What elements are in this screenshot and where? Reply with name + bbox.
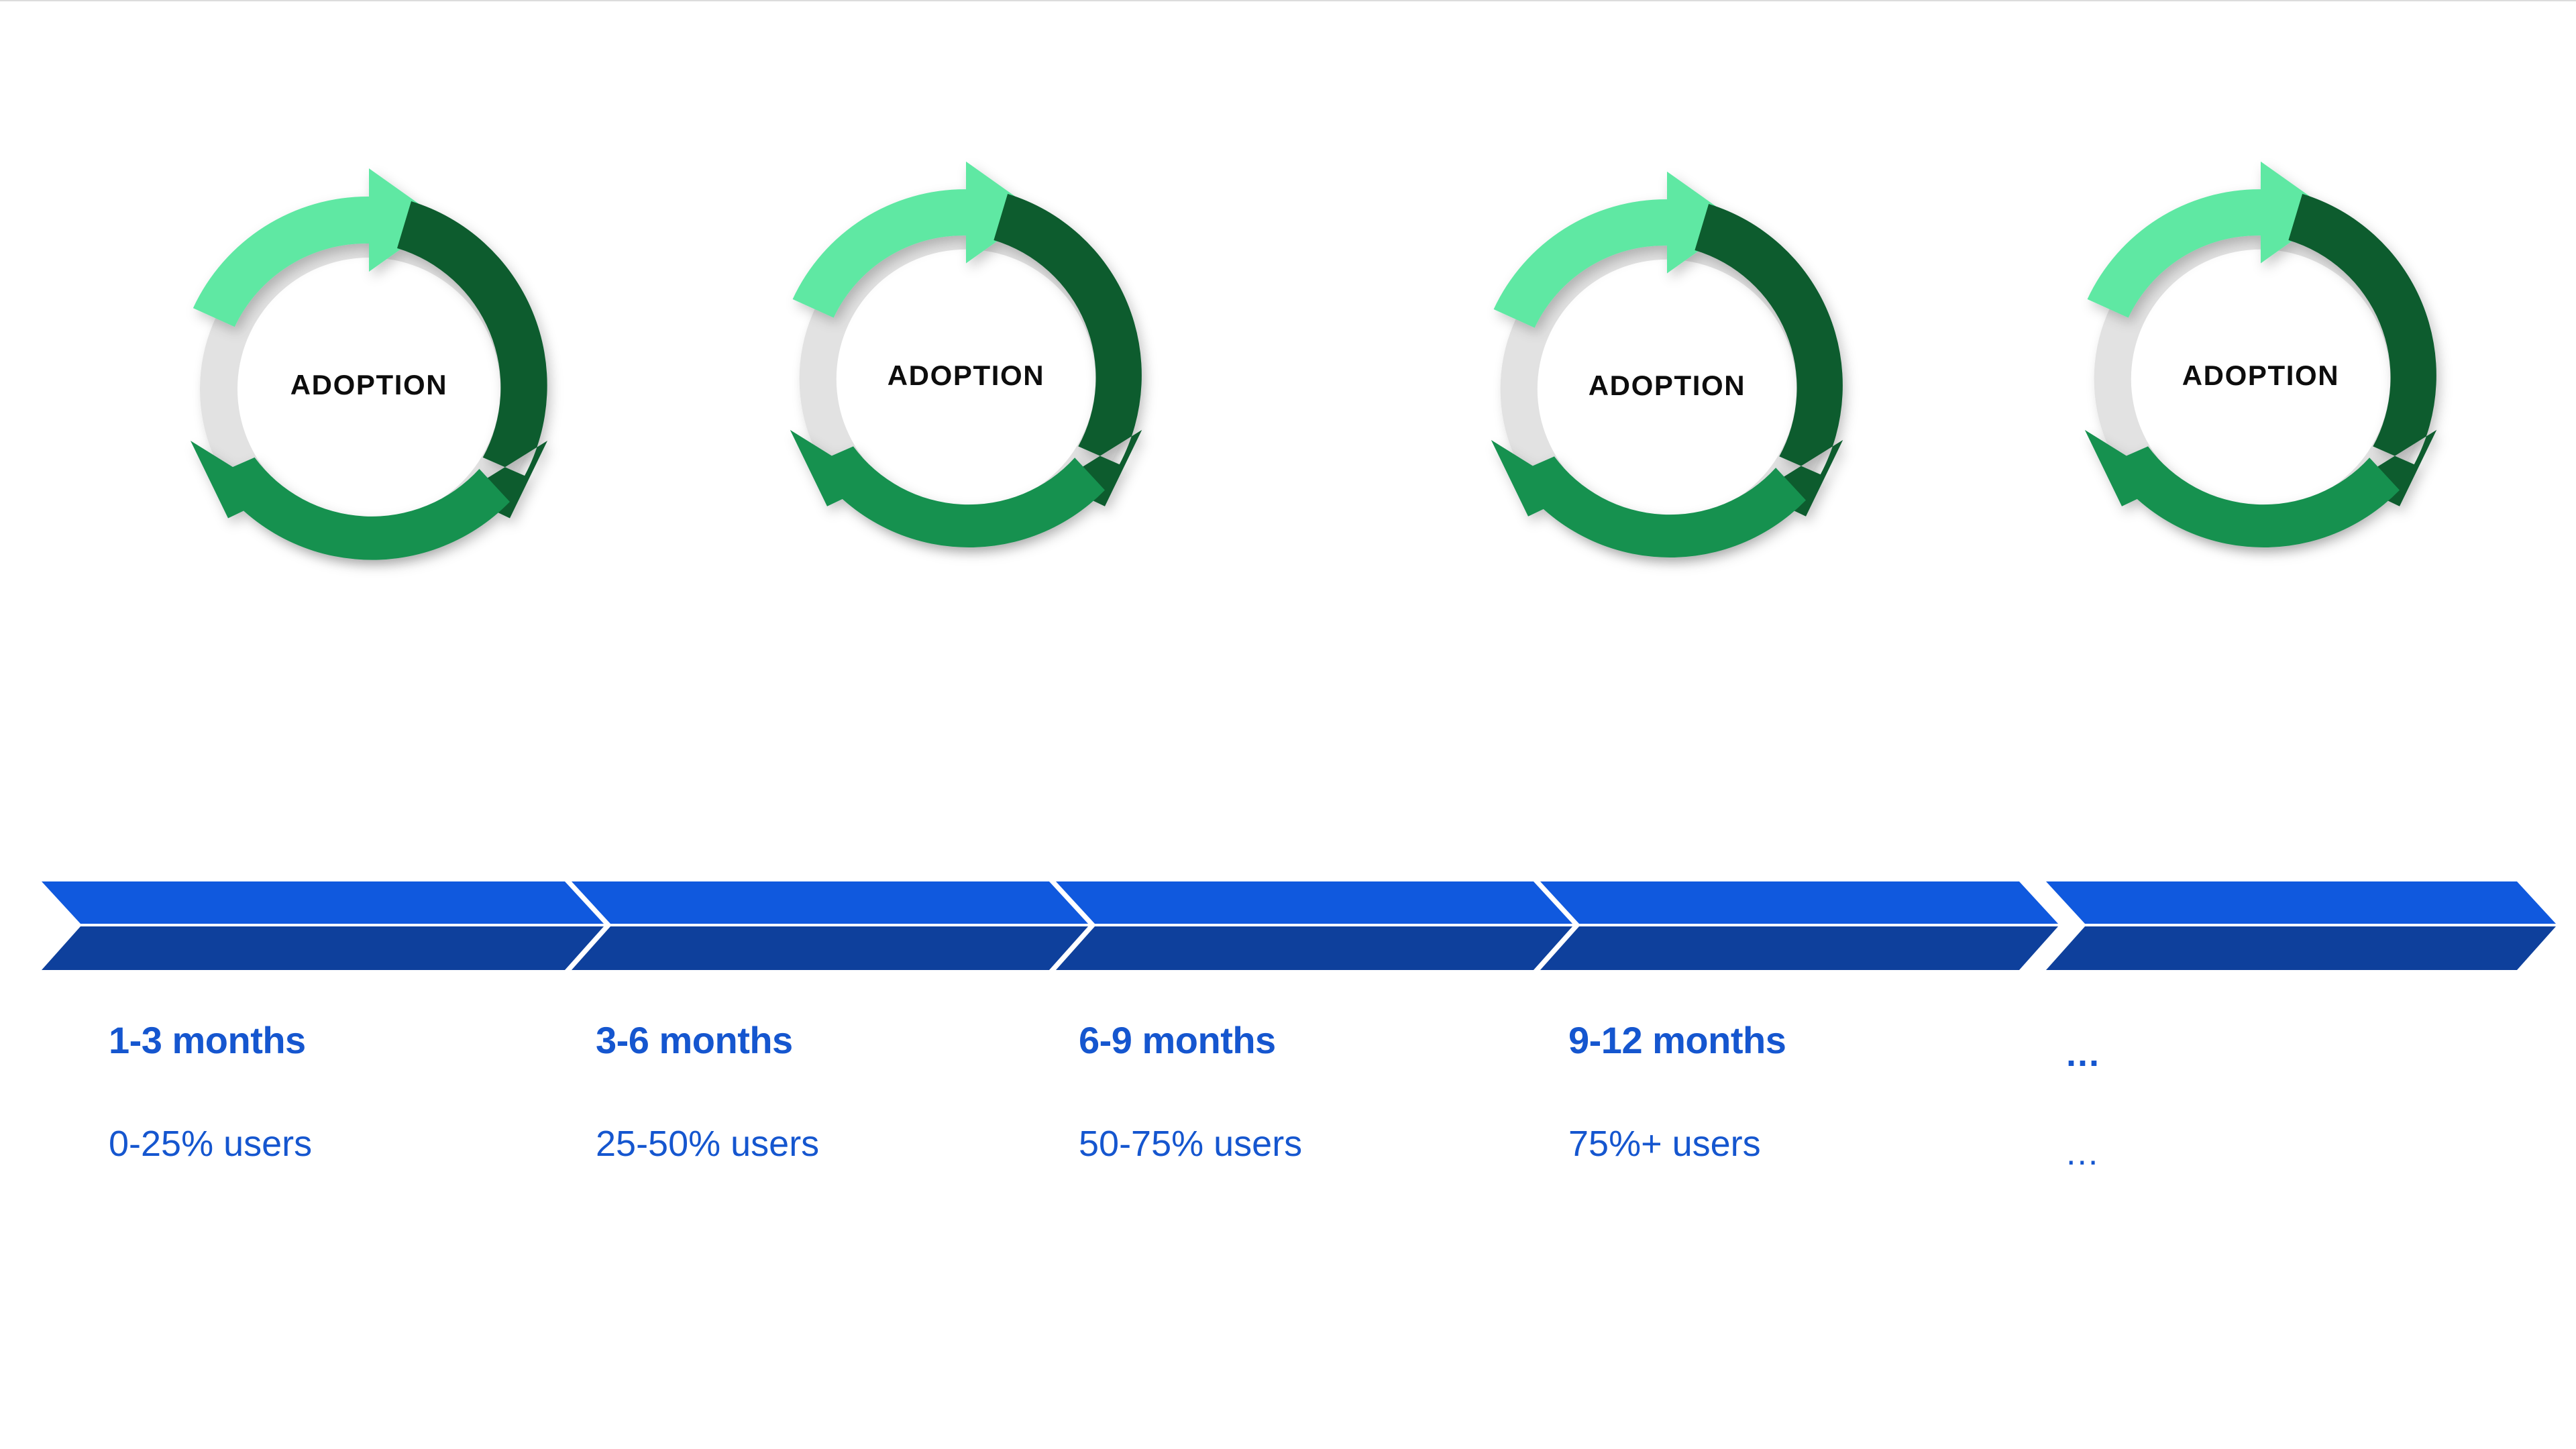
adoption-cycle-2[interactable]: ADOPTION bbox=[735, 148, 1197, 610]
circular-cycle-arrows-icon bbox=[191, 168, 547, 560]
circular-cycle-arrows-icon bbox=[1491, 171, 1843, 558]
chevron-segment-2-top bbox=[572, 881, 1088, 924]
timeline-segment-4-subtitle: 75%+ users bbox=[1568, 1123, 1761, 1164]
timeline-segment-1-subtitle: 0-25% users bbox=[109, 1123, 313, 1164]
timeline-segment-label-5: ... ... bbox=[2066, 1020, 2100, 1173]
timeline-segment-2-title: 3-6 months bbox=[596, 1019, 793, 1061]
timeline-segment-1-title: 1-3 months bbox=[109, 1019, 306, 1061]
chevron-segment-1-bottom bbox=[42, 926, 604, 970]
chevron-segment-3-top bbox=[1056, 881, 1572, 924]
chevron-segment-4-bottom bbox=[1540, 926, 2058, 970]
timeline-segment-3-subtitle: 50-75% users bbox=[1079, 1123, 1303, 1164]
timeline-segment-label-4: 9-12 months 75%+ users bbox=[1568, 1020, 1786, 1164]
adoption-cycle-3[interactable]: ADOPTION bbox=[1436, 158, 1898, 621]
timeline-segment-5-title: ... bbox=[2066, 1034, 2101, 1074]
circular-cycle-arrows-icon bbox=[2084, 161, 2437, 548]
timeline-chevron-bar bbox=[27, 872, 2563, 979]
timeline-segment-label-1: 1-3 months 0-25% users bbox=[109, 1020, 312, 1164]
chevron-segment-2-bottom bbox=[572, 926, 1088, 970]
chevron-band-top bbox=[42, 881, 2556, 924]
adoption-cycle-1[interactable]: ADOPTION bbox=[134, 154, 604, 624]
timeline-segment-2-subtitle: 25-50% users bbox=[596, 1123, 820, 1164]
chevron-band-bottom bbox=[42, 926, 2556, 970]
chevron-segment-1-top bbox=[42, 881, 604, 924]
adoption-cycle-row: ADOPTION ADOPTION bbox=[0, 134, 2576, 684]
chevron-segment-5-bottom bbox=[2046, 926, 2556, 970]
top-divider-rule bbox=[0, 0, 2576, 1]
timeline-segment-4-title: 9-12 months bbox=[1568, 1019, 1786, 1061]
timeline-labels-row: 1-3 months 0-25% users 3-6 months 25-50%… bbox=[0, 1020, 2576, 1234]
timeline-segment-label-2: 3-6 months 25-50% users bbox=[596, 1020, 819, 1164]
timeline-segment-label-3: 6-9 months 50-75% users bbox=[1079, 1020, 1302, 1164]
circular-cycle-arrows-icon bbox=[790, 161, 1142, 548]
chevron-segment-3-bottom bbox=[1056, 926, 1572, 970]
chevron-segment-5-top bbox=[2046, 881, 2556, 924]
timeline-segment-5-subtitle: ... bbox=[2066, 1134, 2100, 1173]
adoption-cycle-4[interactable]: ADOPTION bbox=[2029, 148, 2492, 610]
timeline-segment-3-title: 6-9 months bbox=[1079, 1019, 1276, 1061]
chevron-segment-4-top bbox=[1540, 881, 2058, 924]
